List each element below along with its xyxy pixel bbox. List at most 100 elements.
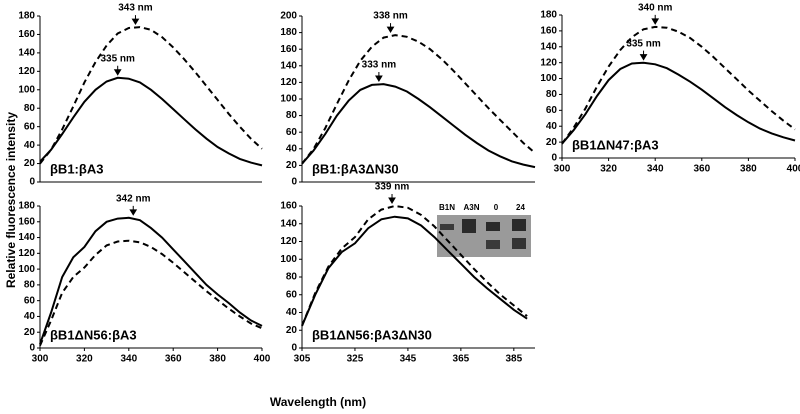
y-tick-label: 160: [18, 216, 35, 227]
panel-label: βB1ΔN56:βA3: [50, 327, 137, 342]
peak-marker: [375, 72, 383, 83]
y-tick-label: 140: [280, 218, 297, 229]
y-tick-label: 80: [546, 89, 558, 100]
y-tick-label: 180: [18, 11, 35, 22]
y-tick-label: 160: [280, 44, 297, 55]
y-tick-label: 60: [546, 105, 558, 116]
y-tick-label: 200: [280, 11, 297, 22]
y-tick-label: 160: [540, 26, 557, 37]
x-tick-label: 385: [505, 354, 522, 365]
y-tick-label: 0: [29, 343, 35, 354]
data-line: [39, 26, 263, 165]
y-tick-label: 20: [24, 327, 36, 338]
panel-label: βB1:βA3ΔN30: [312, 161, 399, 176]
panel-label: βB1:βA3: [50, 161, 103, 176]
y-tick-label: 0: [551, 153, 557, 164]
gel-inset: [437, 215, 531, 257]
y-tick-label: 100: [18, 264, 35, 275]
data-line: [39, 239, 263, 347]
peak-marker: [388, 194, 396, 204]
data-line: [39, 216, 263, 345]
peak-label: 335 nm: [626, 38, 661, 49]
x-tick-label: 360: [693, 164, 710, 175]
x-tick-label: 340: [120, 354, 137, 365]
y-tick-label: 160: [18, 29, 35, 40]
y-tick-label: 120: [18, 248, 35, 259]
x-tick-label: 380: [209, 354, 226, 365]
peak-label: 342 nm: [116, 193, 151, 204]
peak-label: 335 nm: [100, 53, 135, 64]
x-tick-label: 320: [600, 164, 617, 175]
y-tick-label: 80: [24, 280, 36, 291]
y-tick-label: 80: [286, 272, 298, 283]
y-tick-label: 120: [18, 66, 35, 77]
data-line: [301, 204, 528, 327]
x-tick-label: 340: [647, 164, 664, 175]
y-tick-label: 100: [280, 254, 297, 265]
y-tick-label: 120: [280, 236, 297, 247]
peak-marker: [651, 14, 660, 25]
y-tick-label: 140: [18, 48, 35, 59]
x-tick-label: 305: [294, 354, 311, 365]
x-tick-label: 380: [740, 164, 757, 175]
y-tick-label: 140: [18, 232, 35, 243]
data-line: [39, 76, 263, 167]
y-tick-label: 60: [286, 289, 298, 300]
peak-label: 333 nm: [362, 60, 397, 71]
x-tick-label: 400: [254, 354, 271, 365]
peak-label: 338 nm: [373, 11, 408, 22]
inset-label: B1N: [439, 203, 455, 212]
x-tick-label: 325: [347, 354, 364, 365]
y-tick-label: 40: [24, 311, 36, 322]
y-tick-label: 120: [280, 77, 297, 88]
y-tick-label: 140: [280, 60, 297, 71]
peak-marker: [639, 50, 648, 61]
peak-marker: [386, 23, 395, 34]
peak-label: 340 nm: [638, 3, 673, 14]
y-axis-label: Relative fluorescence intensity: [4, 112, 18, 288]
y-tick-label: 40: [286, 307, 298, 318]
y-tick-label: 180: [18, 201, 35, 212]
x-tick-label: 300: [554, 164, 571, 175]
y-tick-label: 100: [280, 94, 297, 105]
y-tick-label: 60: [24, 295, 36, 306]
inset-label: 24: [516, 203, 525, 212]
x-tick-label: 400: [787, 164, 800, 175]
peak-marker: [129, 205, 138, 216]
data-line: [561, 25, 796, 145]
y-tick-label: 80: [286, 110, 298, 121]
y-tick-label: 40: [286, 143, 298, 154]
y-tick-label: 40: [24, 140, 36, 151]
y-tick-label: 20: [24, 158, 36, 169]
y-tick-label: 120: [540, 57, 557, 68]
y-tick-label: 0: [291, 343, 297, 354]
y-tick-label: 160: [280, 201, 297, 212]
y-tick-label: 0: [29, 177, 35, 188]
data-line: [301, 34, 536, 165]
peak-label: 339 nm: [375, 182, 410, 193]
y-tick-label: 0: [291, 177, 297, 188]
inset-label: 0: [494, 203, 499, 212]
y-tick-label: 100: [540, 73, 557, 84]
panel-label: βB1ΔN56:βA3ΔN30: [312, 327, 432, 342]
x-tick-label: 300: [32, 354, 49, 365]
x-tick-label: 345: [400, 354, 417, 365]
x-axis-label: Wavelength (nm): [270, 395, 366, 409]
y-tick-label: 180: [280, 27, 297, 38]
y-tick-label: 40: [546, 121, 558, 132]
data-line: [301, 215, 528, 327]
y-tick-label: 20: [546, 137, 558, 148]
inset-label: A3N: [463, 203, 479, 212]
y-tick-label: 20: [286, 325, 298, 336]
x-tick-label: 365: [453, 354, 470, 365]
peak-label: 343 nm: [118, 3, 153, 14]
x-tick-label: 360: [165, 354, 182, 365]
y-tick-label: 60: [24, 121, 36, 132]
y-tick-label: 20: [286, 160, 298, 171]
y-tick-label: 80: [24, 103, 36, 114]
data-line: [561, 61, 796, 145]
y-tick-label: 180: [540, 10, 557, 21]
data-line: [301, 83, 536, 169]
panel-label: βB1ΔN47:βA3: [572, 137, 659, 152]
